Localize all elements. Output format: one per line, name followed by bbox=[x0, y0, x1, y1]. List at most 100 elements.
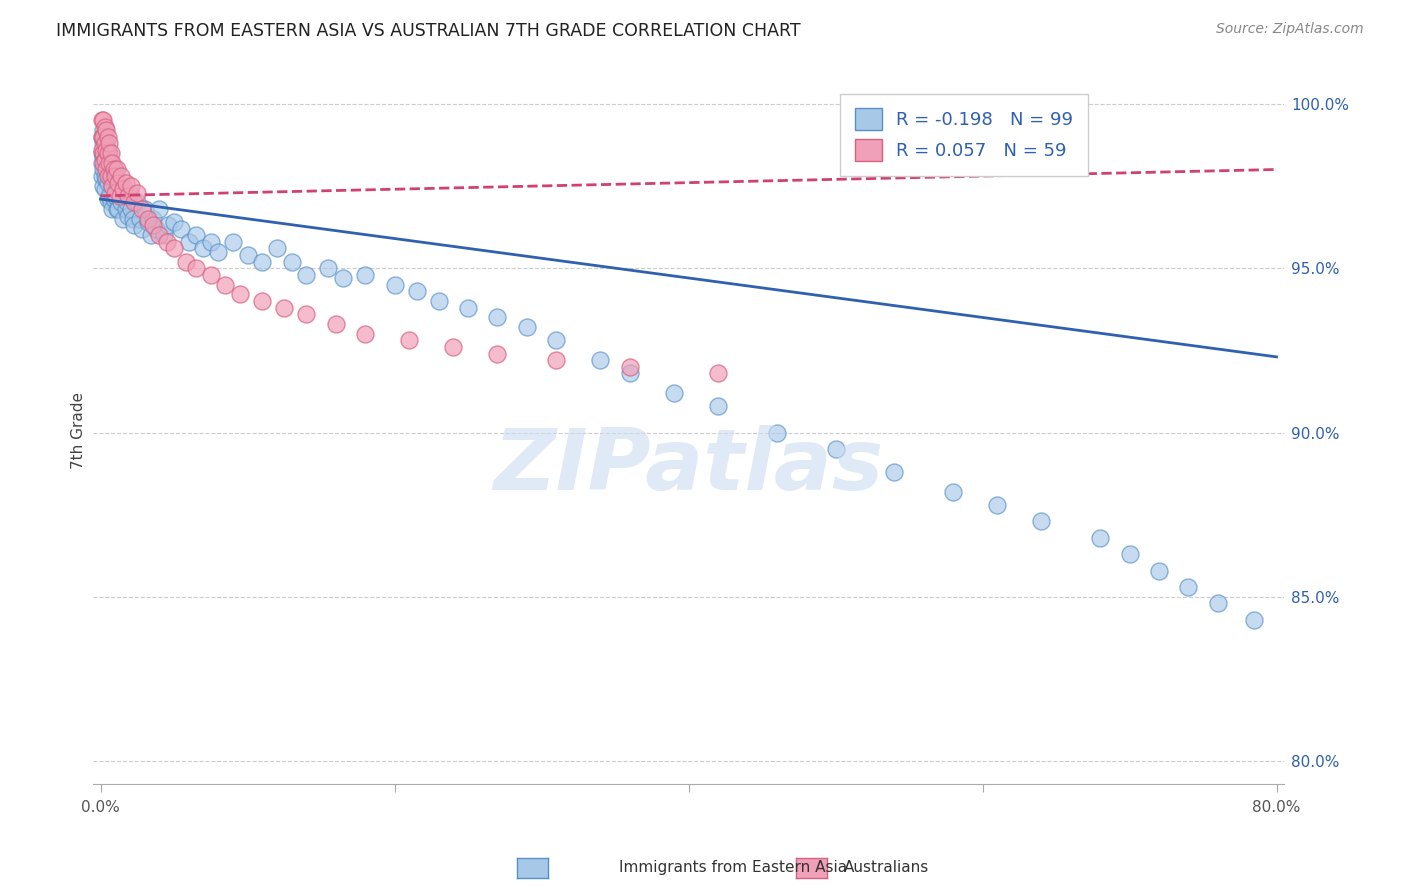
Point bbox=[1088, 531, 1111, 545]
Point bbox=[96, 153, 118, 167]
Point bbox=[97, 143, 120, 157]
Point bbox=[1118, 547, 1140, 561]
Point bbox=[114, 176, 136, 190]
Point bbox=[252, 293, 274, 308]
Point bbox=[1206, 597, 1229, 611]
Point bbox=[152, 228, 174, 243]
Point bbox=[118, 186, 141, 200]
Point bbox=[98, 156, 121, 170]
Point bbox=[131, 221, 153, 235]
Point bbox=[883, 465, 905, 479]
Point bbox=[139, 228, 162, 243]
Point bbox=[295, 268, 318, 282]
Point bbox=[93, 136, 115, 151]
Point bbox=[193, 241, 215, 255]
Point bbox=[332, 271, 354, 285]
Point bbox=[354, 268, 377, 282]
Point bbox=[222, 235, 245, 249]
Point bbox=[325, 317, 347, 331]
Point bbox=[96, 143, 118, 157]
Point bbox=[105, 202, 128, 216]
Point bbox=[98, 136, 121, 151]
Point bbox=[101, 162, 124, 177]
Point bbox=[127, 186, 149, 200]
Point bbox=[93, 156, 115, 170]
Point bbox=[115, 195, 138, 210]
Point bbox=[707, 367, 730, 381]
Point bbox=[111, 182, 134, 196]
Point bbox=[107, 202, 129, 216]
Point bbox=[103, 169, 125, 183]
Point bbox=[98, 146, 121, 161]
Point bbox=[765, 425, 787, 440]
Point bbox=[104, 169, 127, 183]
Point bbox=[184, 261, 207, 276]
Point bbox=[91, 156, 114, 170]
Point bbox=[1045, 96, 1067, 111]
Point bbox=[111, 178, 134, 193]
Point bbox=[97, 192, 120, 206]
Point bbox=[163, 241, 186, 255]
Point bbox=[295, 307, 318, 321]
Point bbox=[110, 195, 132, 210]
Legend: R = -0.198   N = 99, R = 0.057   N = 59: R = -0.198 N = 99, R = 0.057 N = 59 bbox=[841, 94, 1088, 176]
Point bbox=[619, 359, 641, 374]
Point bbox=[942, 484, 965, 499]
Point bbox=[384, 277, 406, 292]
Point bbox=[131, 202, 153, 216]
Point bbox=[405, 284, 427, 298]
Text: Immigrants from Eastern Asia: Immigrants from Eastern Asia bbox=[619, 860, 846, 874]
Point bbox=[120, 178, 142, 193]
Point bbox=[105, 176, 128, 190]
Point bbox=[94, 136, 117, 151]
Point bbox=[91, 113, 114, 128]
Point bbox=[986, 498, 1008, 512]
Point bbox=[266, 241, 288, 255]
Point bbox=[101, 156, 124, 170]
Point bbox=[129, 211, 152, 226]
Point bbox=[93, 146, 115, 161]
Point bbox=[93, 123, 115, 137]
Point bbox=[98, 189, 121, 203]
Point bbox=[96, 162, 118, 177]
Point bbox=[707, 399, 730, 413]
Point bbox=[91, 143, 114, 157]
Point bbox=[98, 169, 121, 183]
Point bbox=[117, 209, 139, 223]
Point bbox=[97, 156, 120, 170]
Point bbox=[91, 129, 114, 144]
Point bbox=[100, 195, 122, 210]
Text: Australians: Australians bbox=[844, 860, 929, 874]
Point bbox=[108, 189, 131, 203]
Point bbox=[104, 189, 127, 203]
Point bbox=[124, 195, 146, 210]
Point bbox=[94, 182, 117, 196]
Point bbox=[91, 129, 114, 144]
Point bbox=[94, 153, 117, 167]
Point bbox=[1147, 564, 1170, 578]
Point bbox=[200, 268, 222, 282]
Point bbox=[157, 219, 180, 233]
Point bbox=[97, 176, 120, 190]
Point bbox=[94, 120, 117, 134]
Point bbox=[398, 334, 420, 348]
Point bbox=[619, 367, 641, 381]
Point bbox=[100, 146, 122, 161]
Point bbox=[1031, 96, 1053, 111]
Point bbox=[112, 189, 135, 203]
Point bbox=[1177, 580, 1199, 594]
Point bbox=[486, 346, 509, 360]
Point bbox=[114, 202, 136, 216]
Point bbox=[427, 293, 450, 308]
Point bbox=[101, 202, 124, 216]
Point bbox=[96, 136, 118, 151]
Point bbox=[136, 211, 159, 226]
Point bbox=[97, 146, 120, 161]
Point bbox=[136, 215, 159, 229]
Point bbox=[97, 129, 120, 144]
Point bbox=[96, 172, 118, 186]
Point bbox=[184, 228, 207, 243]
Point bbox=[134, 202, 156, 216]
Point bbox=[104, 186, 127, 200]
Point bbox=[100, 156, 122, 170]
